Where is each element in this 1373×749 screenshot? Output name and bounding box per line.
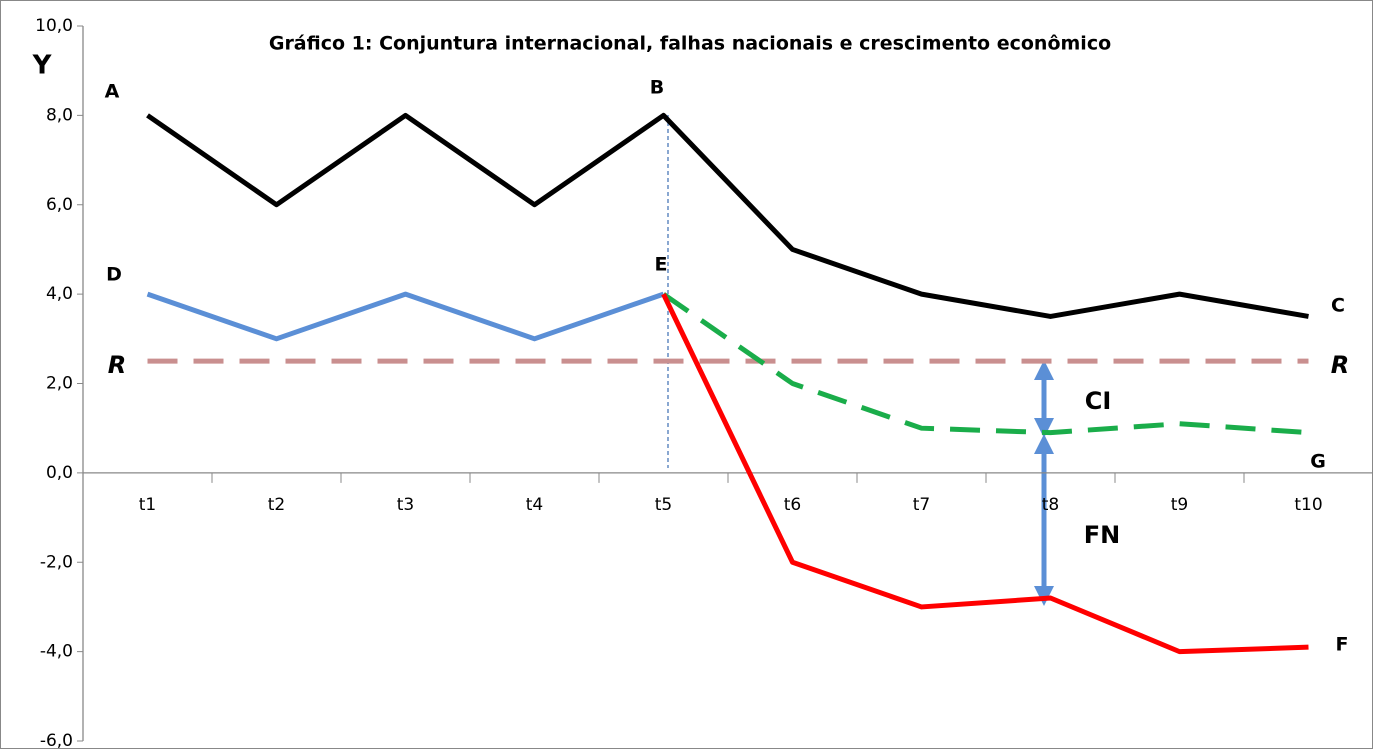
chart-title: Gráfico 1: Conjuntura internacional, fal… (269, 33, 1111, 55)
annotation: G (1310, 451, 1326, 473)
x-tick-label: t1 (139, 495, 156, 515)
y-tick-label: -6,0 (40, 731, 73, 749)
y-tick-label: 10,0 (35, 16, 73, 36)
x-tick-label: t8 (1042, 495, 1059, 515)
x-tick-label: t2 (268, 495, 285, 515)
x-tick-label: t5 (655, 495, 672, 515)
x-tick-label: t4 (526, 495, 543, 515)
line-series (146, 112, 1309, 319)
y-tick-label: 2,0 (46, 374, 73, 394)
x-tick-label: t7 (913, 495, 930, 515)
annotation: R (108, 351, 126, 379)
annotation: E (655, 254, 668, 276)
annotation: R (1331, 351, 1349, 379)
y-tick-label: -4,0 (40, 642, 73, 662)
annotation: B (650, 77, 664, 99)
y-tick-label: 6,0 (46, 195, 73, 215)
annotation: C (1331, 295, 1345, 317)
line-series (146, 291, 665, 342)
y-tick-label: 0,0 (46, 463, 73, 483)
y-tick-label: 8,0 (46, 105, 73, 125)
annotation: A (105, 81, 120, 103)
line-series (662, 292, 1309, 436)
y-tick-label: 4,0 (46, 284, 73, 304)
x-tick-label: t6 (784, 495, 801, 515)
annotation: F (1336, 634, 1349, 656)
annotation: CI (1085, 387, 1112, 415)
y-tick-label: -2,0 (40, 552, 73, 572)
y-axis-label: Y (32, 51, 53, 81)
x-tick-label: t3 (397, 495, 414, 515)
x-tick-label: t9 (1171, 495, 1188, 515)
x-tick-label: t10 (1294, 495, 1322, 515)
annotation: FN (1084, 521, 1120, 549)
annotation: D (106, 264, 122, 286)
line-series (661, 293, 1309, 655)
